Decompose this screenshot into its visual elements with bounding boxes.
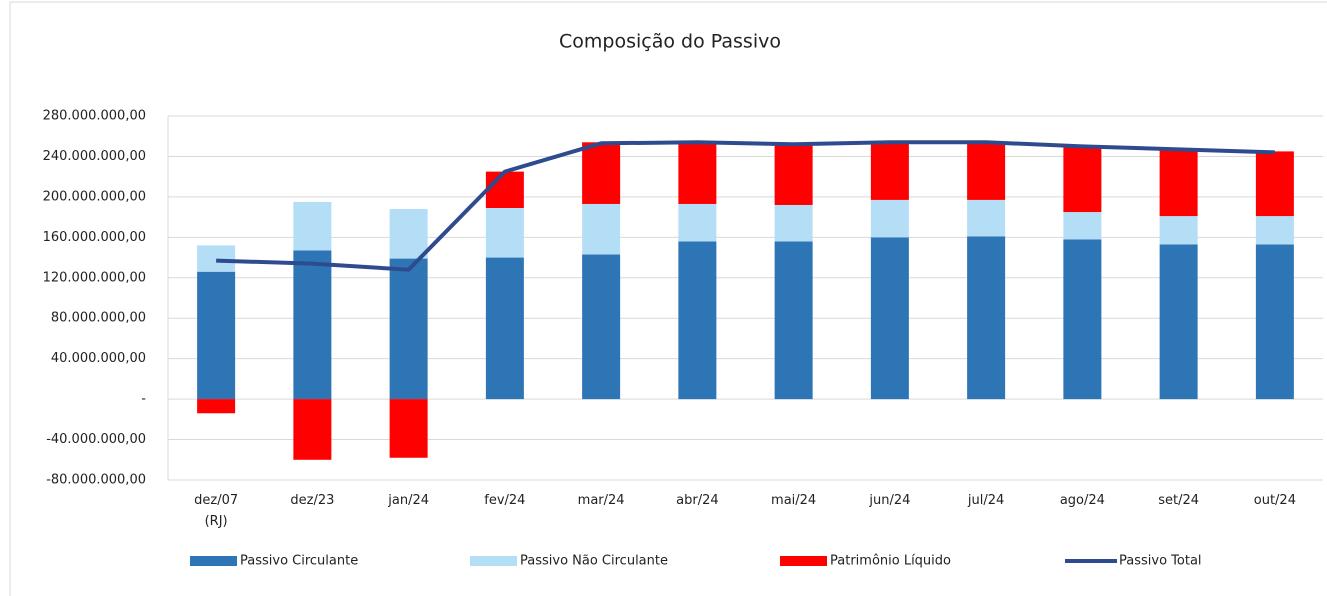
bar <box>197 271 236 400</box>
bar <box>967 199 1006 237</box>
bar <box>485 171 524 209</box>
x-tick-label: jan/24 <box>387 493 429 508</box>
x-tick-label: dez/07 (RJ) <box>194 493 238 529</box>
legend-label: Passivo Total <box>1119 554 1202 569</box>
bar <box>197 399 236 414</box>
x-tick-label: ago/24 <box>1060 493 1105 508</box>
bar <box>1159 244 1198 400</box>
bar <box>774 144 813 205</box>
x-tick-label: dez/23 <box>290 493 334 508</box>
bar <box>678 142 717 204</box>
bar <box>774 204 813 242</box>
legend-label: Passivo Não Circulante <box>520 554 668 569</box>
y-tick-label: 40.000.000,00 <box>51 351 146 366</box>
chart-frame <box>9 1 1327 596</box>
legend-swatch <box>780 556 827 566</box>
bar <box>389 399 428 458</box>
bar <box>389 258 428 400</box>
bar <box>774 241 813 400</box>
bar <box>1063 239 1102 400</box>
y-tick-label: 80.000.000,00 <box>51 311 146 326</box>
bar <box>1159 216 1198 245</box>
bar <box>293 250 332 400</box>
bar <box>293 399 332 460</box>
bar <box>678 241 717 400</box>
bar <box>1255 244 1294 400</box>
y-tick-label: 280.000.000,00 <box>43 109 146 124</box>
bar <box>1255 151 1294 217</box>
bar <box>1063 212 1102 240</box>
y-tick-label: 120.000.000,00 <box>43 270 146 285</box>
bar <box>967 236 1006 400</box>
bar <box>967 142 1006 200</box>
y-tick-label: 200.000.000,00 <box>43 189 146 204</box>
bar <box>1255 216 1294 245</box>
bar <box>870 142 909 200</box>
bar <box>582 203 621 255</box>
bar <box>197 245 236 272</box>
legend-label: Passivo Circulante <box>240 554 358 569</box>
bar <box>389 209 428 259</box>
bar <box>582 254 621 400</box>
y-tick-label: - <box>141 392 146 407</box>
x-tick-label: mai/24 <box>771 493 816 508</box>
legend-swatch <box>190 556 237 566</box>
bar <box>678 203 717 242</box>
x-tick-label: jun/24 <box>868 493 910 508</box>
y-tick-label: 240.000.000,00 <box>43 149 146 164</box>
bar <box>870 199 909 238</box>
chart-title: Composição do Passivo <box>559 31 781 53</box>
bar <box>870 237 909 400</box>
bar <box>293 201 332 251</box>
legend-label: Patrimônio Líquido <box>830 554 951 569</box>
bar <box>1159 150 1198 217</box>
legend-swatch <box>470 556 517 566</box>
y-tick-label: -80.000.000,00 <box>46 473 146 488</box>
bar <box>1063 147 1102 213</box>
line <box>216 140 1275 272</box>
y-tick-label: -40.000.000,00 <box>46 432 146 447</box>
bar <box>582 142 621 204</box>
x-tick-label: abr/24 <box>676 493 719 508</box>
bar <box>485 208 524 258</box>
x-tick-label: out/24 <box>1254 493 1296 508</box>
x-tick-label: set/24 <box>1158 493 1199 508</box>
bar <box>485 257 524 400</box>
y-tick-label: 160.000.000,00 <box>43 230 146 245</box>
x-tick-label: mar/24 <box>578 493 625 508</box>
x-tick-label: jul/24 <box>967 493 1004 508</box>
x-tick-label: fev/24 <box>484 493 525 508</box>
